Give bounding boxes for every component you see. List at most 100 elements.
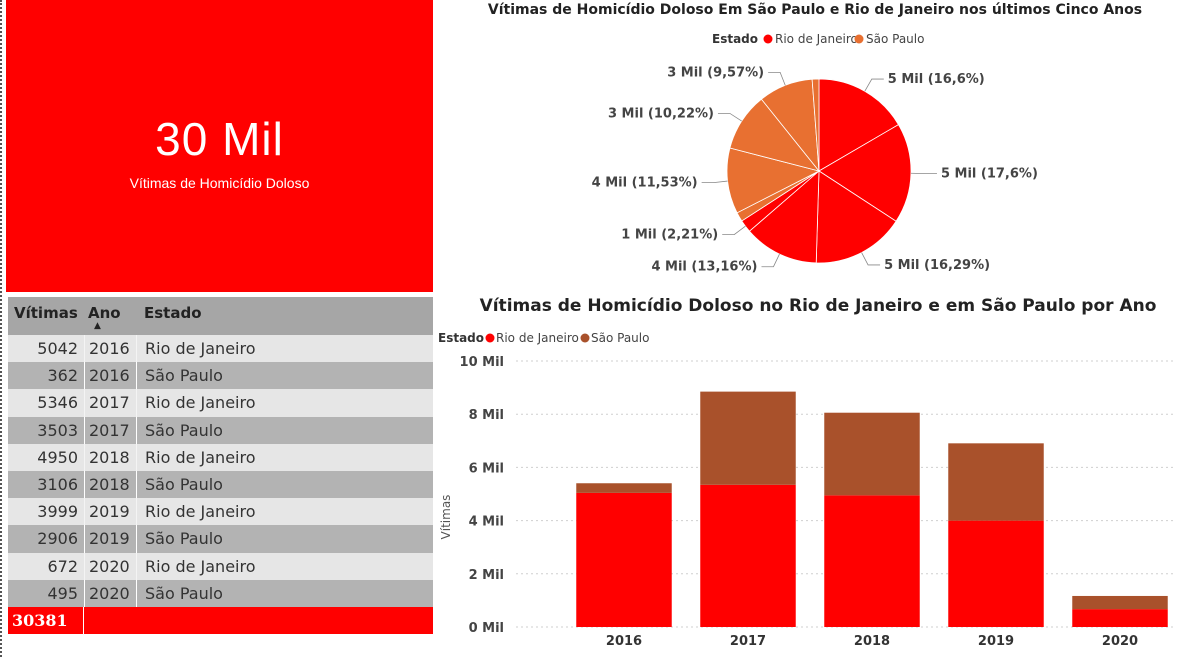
bar-rio-2017[interactable] — [700, 484, 796, 627]
pie-slice[interactable] — [726, 147, 821, 214]
bar-legend: Estado Rio de Janeiro São Paulo — [438, 331, 649, 345]
total-empty-cell — [84, 607, 136, 634]
bar-legend-marker-sp — [580, 333, 590, 343]
cell-ano: 2018 — [84, 443, 136, 471]
total-value: 30381 — [8, 606, 84, 634]
cell-estado: Rio de Janeiro — [136, 498, 433, 526]
bar-legend-rio[interactable]: Rio de Janeiro — [496, 331, 579, 345]
bar-sp-2016[interactable] — [576, 483, 672, 493]
pie-legend-rio[interactable]: Rio de Janeiro — [775, 32, 858, 46]
cell-ano: 2019 — [84, 525, 136, 553]
bar-sp-2020[interactable] — [1072, 595, 1168, 610]
cell-ano: 2018 — [84, 470, 136, 499]
pie-slice[interactable] — [818, 124, 912, 222]
cell-vitimas: 495 — [47, 583, 78, 603]
pie-slice[interactable] — [818, 78, 900, 172]
bar-sp-2018[interactable] — [824, 412, 920, 496]
bar-chart-title: Vítimas de Homicídio Doloso no Rio de Ja… — [479, 296, 1157, 316]
table-row[interactable]: 5042 2016 Rio de Janeiro — [8, 335, 433, 363]
pie-legend-marker-rio — [763, 34, 773, 44]
cell-ano: 2016 — [84, 335, 136, 363]
table-row[interactable]: 495 2020 São Paulo — [8, 579, 433, 607]
column-header-ano[interactable]: Ano ▲ — [84, 297, 136, 335]
bar-rio-2016[interactable] — [576, 492, 672, 627]
pie-data-label: 5 Mil (16,6%) — [888, 72, 985, 87]
table-row[interactable]: 3503 2017 São Paulo — [8, 416, 433, 444]
cell-vitimas: 4950 — [37, 447, 78, 467]
pie-data-label: 4 Mil (13,16%) — [651, 260, 757, 275]
bar-legend-title: Estado — [438, 331, 484, 345]
cell-ano: 2020 — [84, 552, 136, 580]
cell-estado: São Paulo — [136, 579, 433, 607]
cell-vitimas: 362 — [47, 366, 78, 386]
cell-ano: 2020 — [84, 579, 136, 607]
bar-rio-2020[interactable] — [1072, 609, 1168, 627]
x-tick-label: 2017 — [730, 634, 766, 649]
cell-ano: 2017 — [84, 416, 136, 444]
pie-slice[interactable] — [748, 170, 820, 264]
cell-estado: São Paulo — [136, 525, 433, 553]
pie-legend-sp[interactable]: São Paulo — [866, 32, 924, 46]
cell-vitimas: 3503 — [37, 420, 78, 440]
kpi-card[interactable]: 30 Mil Vítimas de Homicídio Doloso — [6, 0, 433, 292]
table-header: Vítimas Ano ▲ Estado — [8, 297, 433, 335]
y-tick-label: 0 Mil — [469, 621, 504, 636]
pie-leader-line — [701, 180, 728, 184]
bar-sp-2017[interactable] — [700, 391, 796, 485]
pie-leader-line — [861, 252, 881, 266]
column-header-ano-label: Ano — [88, 304, 121, 322]
pie-chart-title: Vítimas de Homicídio Doloso Em São Paulo… — [487, 2, 1143, 18]
cell-estado: São Paulo — [136, 362, 433, 390]
pie-data-label: 5 Mil (16,29%) — [884, 258, 990, 273]
column-header-vitimas[interactable]: Vítimas — [14, 304, 78, 322]
kpi-label: Vítimas de Homicídio Doloso — [129, 175, 310, 191]
table-total-row: 30381 — [8, 606, 433, 634]
pie-data-label: 1 Mil (2,21%) — [621, 228, 718, 243]
cell-ano: 2019 — [84, 498, 136, 526]
pie-data-label: 3 Mil (10,22%) — [608, 106, 714, 121]
bar-marks — [576, 391, 1168, 627]
page-left-border — [0, 0, 4, 657]
table-row[interactable]: 5346 2017 Rio de Janeiro — [8, 389, 433, 417]
pie-labels: 5 Mil (16,6%) 5 Mil (17,6%) 5 Mil (16,29%)… — [592, 65, 1038, 274]
pie-leader-line — [722, 225, 746, 236]
table-row[interactable]: 362 2016 São Paulo — [8, 362, 433, 390]
cell-vitimas: 2906 — [37, 529, 78, 549]
cell-estado: Rio de Janeiro — [136, 335, 433, 363]
bar-sp-2019[interactable] — [948, 443, 1044, 521]
y-tick-label: 2 Mil — [469, 568, 504, 583]
y-tick-label: 10 Mil — [460, 355, 504, 370]
table-row[interactable]: 3999 2019 Rio de Janeiro — [8, 498, 433, 526]
pie-data-label: 5 Mil (17,6%) — [941, 167, 1038, 182]
pie-legend: Estado Rio de Janeiro São Paulo — [712, 32, 924, 46]
pie-data-label: 4 Mil (11,53%) — [592, 176, 698, 191]
y-tick-label: 8 Mil — [469, 408, 504, 423]
y-tick-label: 6 Mil — [469, 461, 504, 476]
total-empty-cell — [136, 607, 433, 634]
data-table[interactable]: Vítimas Ano ▲ Estado 5042 2016 Rio de Jane… — [8, 297, 433, 635]
column-header-estado[interactable]: Estado — [144, 304, 202, 322]
table-row[interactable]: 672 2020 Rio de Janeiro — [8, 552, 433, 580]
cell-estado: São Paulo — [136, 470, 433, 499]
x-tick-label: 2020 — [1102, 634, 1138, 649]
x-tick-label: 2016 — [606, 634, 642, 649]
cell-estado: Rio de Janeiro — [136, 443, 433, 471]
bar-rio-2018[interactable] — [824, 495, 920, 627]
cell-vitimas: 5346 — [37, 393, 78, 413]
y-tick-label: 4 Mil — [469, 515, 504, 530]
cell-vitimas: 3106 — [37, 474, 78, 494]
table-row[interactable]: 4950 2018 Rio de Janeiro — [8, 443, 433, 471]
x-tick-label: 2018 — [854, 634, 890, 649]
table-row[interactable]: 3106 2018 São Paulo — [8, 470, 433, 499]
cell-ano: 2016 — [84, 362, 136, 390]
bar-rio-2019[interactable] — [948, 520, 1044, 627]
table-row[interactable]: 2906 2019 São Paulo — [8, 525, 433, 553]
cell-vitimas: 5042 — [37, 339, 78, 358]
pie-chart[interactable]: Estado Rio de Janeiro São Paulo 5 Mil (1… — [438, 22, 1188, 284]
pie-leader-line — [717, 113, 742, 122]
bar-chart[interactable]: Estado Rio de Janeiro São Paulo Vítimas … — [436, 325, 1188, 657]
pie-slice[interactable] — [811, 78, 820, 172]
table-body: 5042 2016 Rio de Janeiro 362 2016 São Paulo 53… — [8, 335, 433, 607]
bar-legend-sp[interactable]: São Paulo — [591, 331, 649, 345]
cell-ano: 2017 — [84, 389, 136, 417]
